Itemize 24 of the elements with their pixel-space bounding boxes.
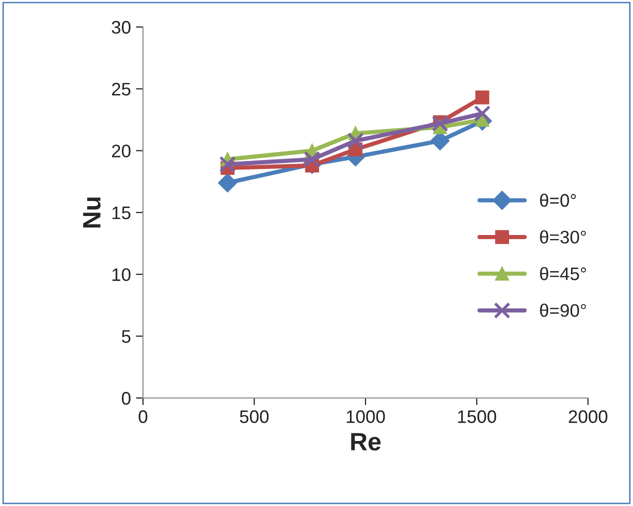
y-tick-label: 25	[112, 82, 130, 96]
x-axis-title: Re	[351, 433, 381, 451]
y-tick-label: 20	[112, 144, 130, 158]
y-tick-label: 5	[122, 330, 130, 343]
y-tick-label: 30	[112, 20, 130, 34]
x-tick-label: 1000	[346, 410, 385, 424]
point	[218, 173, 238, 192]
x-tick-label: 2000	[568, 410, 608, 424]
x-tick-label: 500	[240, 410, 269, 424]
y-axis-title: Nu	[83, 197, 101, 228]
point	[347, 132, 364, 150]
x-tick-label: 1500	[458, 410, 496, 424]
legend-label: θ=0°	[540, 194, 576, 207]
legend-label: θ=30°	[540, 230, 586, 244]
point	[304, 150, 320, 168]
y-tick-label: 15	[112, 206, 130, 220]
point	[475, 90, 490, 104]
point	[219, 156, 236, 173]
legend-label: θ=90°	[540, 304, 586, 317]
legend-label: θ=45°	[540, 266, 586, 280]
x-tick-label: 0	[138, 410, 148, 424]
point	[474, 105, 491, 122]
y-tick-label: 10	[112, 268, 130, 282]
y-tick-label: 0	[122, 392, 130, 405]
